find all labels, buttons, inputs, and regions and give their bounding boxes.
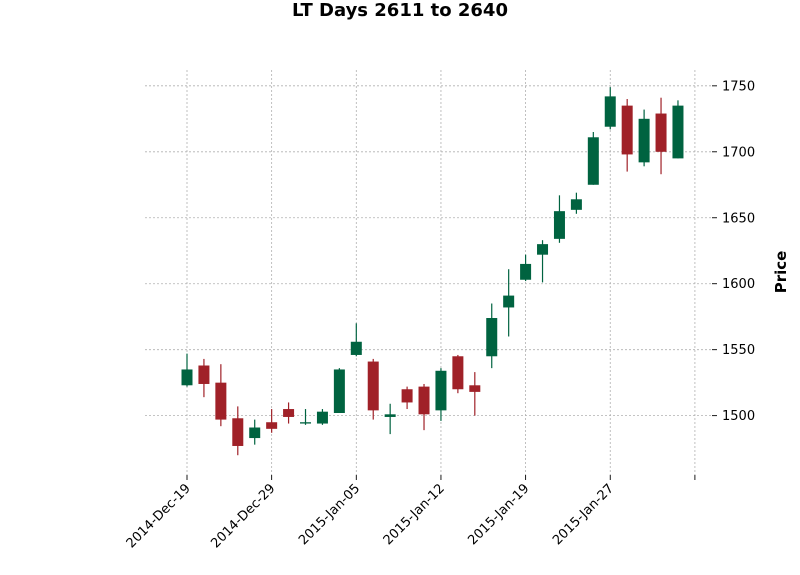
candle <box>621 99 633 172</box>
x-tick-label: 2015-Jan-05 <box>296 481 363 548</box>
candle <box>503 269 515 337</box>
candle-body <box>604 96 616 127</box>
candle <box>283 402 295 424</box>
candle <box>333 368 345 413</box>
candle <box>401 386 413 410</box>
candle <box>570 192 582 214</box>
candle <box>587 132 599 185</box>
y-tick-label: 1600 <box>722 277 755 292</box>
candle <box>316 409 328 425</box>
candle-body <box>283 409 295 417</box>
candle-body <box>638 118 650 163</box>
candle <box>181 353 193 387</box>
candle <box>486 303 498 369</box>
y-tick-label: 1750 <box>722 79 755 94</box>
candle-body <box>469 385 481 392</box>
candle <box>232 406 244 456</box>
candle <box>520 254 532 282</box>
candle <box>537 240 549 283</box>
candle <box>249 419 261 445</box>
candle <box>655 97 667 175</box>
candle-layer <box>181 87 684 456</box>
candle <box>435 368 447 421</box>
candle-body <box>384 414 396 417</box>
candle <box>638 109 650 167</box>
candle-body <box>215 382 227 420</box>
candle-body <box>520 263 532 280</box>
x-tick-label: 2015-Jan-19 <box>465 481 532 548</box>
candle <box>300 409 312 425</box>
grid-layer <box>145 70 712 475</box>
candle-body <box>249 427 261 439</box>
candle-body <box>621 105 633 155</box>
y-tick-label: 1650 <box>722 211 755 226</box>
candle-body <box>435 370 447 411</box>
candle <box>350 323 362 357</box>
x-tick-label: 2014-Dec-29 <box>208 481 278 551</box>
candle-body <box>418 386 430 415</box>
candle-body <box>333 369 345 413</box>
candle-body <box>266 422 278 429</box>
chart-title: LT Days 2611 to 2640 <box>292 0 508 21</box>
y-tick-label: 1550 <box>722 343 755 358</box>
candle-body <box>232 418 244 446</box>
candle-body <box>672 105 684 159</box>
candle-body <box>503 295 515 308</box>
candle-body <box>655 113 667 152</box>
candle <box>452 354 464 394</box>
y-tick-label: 1700 <box>722 145 755 160</box>
candle <box>266 409 278 433</box>
candle-body <box>553 211 565 239</box>
candle <box>367 358 379 420</box>
candle <box>418 383 430 431</box>
candle-body <box>570 199 582 210</box>
candle-body <box>486 318 498 357</box>
candle-body <box>198 365 210 384</box>
candle <box>604 87 616 130</box>
candle <box>384 403 396 435</box>
candle <box>553 195 565 243</box>
candle-body <box>300 422 312 424</box>
candle-body <box>367 361 379 411</box>
candle <box>198 358 210 398</box>
candle <box>672 100 684 159</box>
candle <box>215 364 227 427</box>
candle-body <box>452 356 464 390</box>
candle <box>469 372 481 416</box>
x-tick-label: 2015-Jan-27 <box>550 481 617 548</box>
candle-body <box>587 137 599 185</box>
candle-body <box>181 369 193 386</box>
candle-body <box>316 411 328 424</box>
y-tick-label: 1500 <box>722 409 755 424</box>
x-tick-label: 2014-Dec-19 <box>124 481 194 551</box>
x-tick-label: 2015-Jan-12 <box>381 481 448 548</box>
candle-body <box>350 341 362 355</box>
candle-body <box>401 389 413 403</box>
candle-body <box>537 244 549 255</box>
y-axis-label: Price <box>772 251 790 294</box>
